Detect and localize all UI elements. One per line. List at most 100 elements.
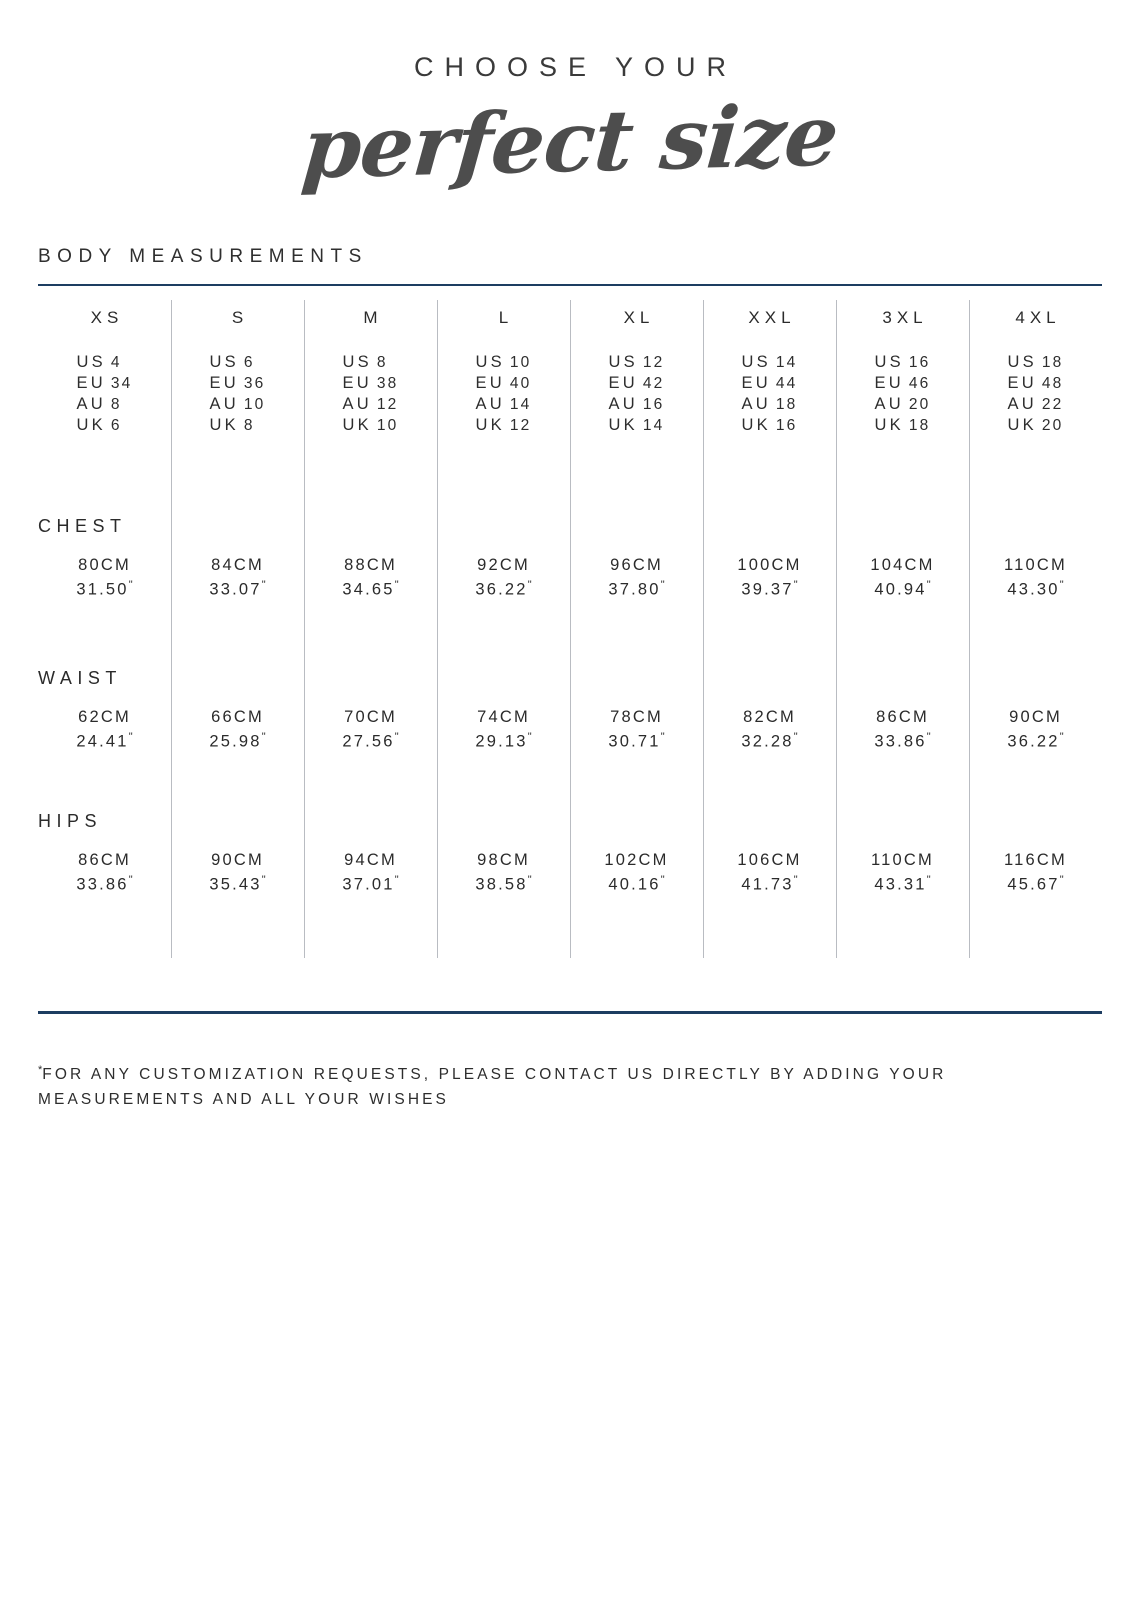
size-code-us: US 10 (476, 352, 532, 373)
measurement-inch: 36.22" (437, 579, 570, 600)
size-code-value: 38 (376, 374, 399, 392)
size-code-value: 46 (908, 374, 931, 392)
size-column-m[interactable]: M US 8 EU 38 AU 12 UK 10 88CM 34.65" 70CM 27.56" 94CM… (304, 286, 437, 958)
size-code-label: EU (475, 373, 505, 392)
size-code-label: EU (608, 373, 638, 392)
footnote: *FOR ANY CUSTOMIZATION REQUESTS, PLEASE … (38, 1058, 1048, 1112)
size-name: XXL (748, 307, 796, 327)
size-code-eu: EU 48 (1008, 373, 1064, 394)
size-column-xs[interactable]: XS US 4 EU 34 AU 8 UK 6 80CM 31.50" 62CM 24.41" 86CM 3… (38, 286, 171, 958)
measurement-inch: 24.41" (38, 731, 171, 752)
size-name: M (363, 307, 383, 327)
size-code-eu: EU 36 (210, 373, 266, 394)
measurement-inch: 33.86" (836, 731, 969, 752)
size-code-eu: EU 46 (875, 373, 931, 394)
size-code-label: UK (475, 415, 505, 434)
measurement-hips: 102CM 40.16" (570, 851, 703, 895)
size-code-uk: UK 20 (1008, 415, 1064, 436)
footnote-marker: * (38, 1063, 43, 1076)
measurement-cm: 96CM (610, 555, 663, 574)
size-code-value: 14 (642, 416, 665, 434)
measurement-inch: 30.71" (570, 731, 703, 752)
size-code-eu: EU 40 (476, 373, 532, 394)
size-code-label: US (209, 352, 239, 371)
measurement-inch: 34.65" (304, 579, 437, 600)
inch-mark-icon: " (261, 578, 266, 591)
size-code-value: 10 (376, 416, 399, 434)
measurement-cm: 94CM (344, 850, 397, 869)
size-code-value: 10 (509, 353, 532, 371)
size-code-uk: UK 8 (210, 415, 266, 436)
size-code-label: EU (209, 373, 239, 392)
inch-mark-icon: " (793, 730, 798, 743)
measurement-chest: 84CM 33.07" (171, 556, 304, 600)
size-name: 3XL (882, 307, 928, 327)
measurement-waist: 86CM 33.86" (836, 708, 969, 752)
size-code-au: AU 22 (1008, 394, 1064, 415)
measurement-inch: 35.43" (171, 874, 304, 895)
size-code-label: EU (874, 373, 904, 392)
size-code-label: AU (475, 394, 505, 413)
size-code-uk: UK 18 (875, 415, 931, 436)
size-code-list: US 4 EU 34 AU 8 UK 6 (77, 352, 133, 436)
size-code-us: US 12 (609, 352, 665, 373)
measurement-inch: 37.01" (304, 874, 437, 895)
size-code-list: US 10 EU 40 AU 14 UK 12 (476, 352, 532, 436)
inch-mark-icon: " (394, 873, 399, 886)
size-code-value: 8 (110, 395, 122, 413)
inch-mark-icon: " (527, 578, 532, 591)
size-column-l[interactable]: L US 10 EU 40 AU 14 UK 12 92CM 36.22" 74CM 29.13" 98C… (437, 286, 570, 958)
size-code-label: US (1007, 352, 1037, 371)
size-code-au: AU 18 (742, 394, 798, 415)
size-code-label: AU (608, 394, 638, 413)
size-column-s[interactable]: S US 6 EU 36 AU 10 UK 8 84CM 33.07" 66CM 25.98" 90CM 3… (171, 286, 304, 958)
measurement-cm: 84CM (211, 555, 264, 574)
measurement-inch: 29.13" (437, 731, 570, 752)
size-code-value: 4 (110, 353, 122, 371)
row-label-hips: HIPS (38, 810, 103, 831)
size-column-3xl[interactable]: 3XL US 16 EU 46 AU 20 UK 18 104CM 40.94" 86CM 33.86"… (836, 286, 969, 958)
measurement-cm: 86CM (78, 850, 131, 869)
size-code-label: AU (741, 394, 771, 413)
measurement-inch-value: 40.16 (608, 875, 661, 894)
table-bottom-rule (38, 1010, 1102, 1014)
size-code-label: US (475, 352, 505, 371)
size-code-value: 34 (110, 374, 133, 392)
size-name: 4XL (1015, 307, 1061, 327)
size-code-uk: UK 14 (609, 415, 665, 436)
size-column-xl[interactable]: XL US 12 EU 42 AU 16 UK 14 96CM 37.80" 78CM 30.71" 10… (570, 286, 703, 958)
measurement-inch-value: 41.73 (741, 875, 794, 894)
size-code-label: UK (342, 415, 372, 434)
measurement-waist: 90CM 36.22" (969, 708, 1102, 752)
measurement-inch-value: 31.50 (76, 580, 129, 599)
measurement-inch-value: 43.30 (1007, 580, 1060, 599)
measurement-waist: 70CM 27.56" (304, 708, 437, 752)
size-code-label: UK (209, 415, 239, 434)
measurement-cm: 82CM (743, 707, 796, 726)
size-code-au: AU 20 (875, 394, 931, 415)
measurement-cm: 110CM (871, 850, 934, 869)
size-code-value: 36 (243, 374, 266, 392)
measurement-chest: 104CM 40.94" (836, 556, 969, 600)
measurement-inch-value: 43.31 (874, 875, 927, 894)
measurement-chest: 88CM 34.65" (304, 556, 437, 600)
size-code-label: UK (1007, 415, 1037, 434)
size-code-value: 42 (642, 374, 665, 392)
size-code-au: AU 8 (77, 394, 133, 415)
header-script-title: perfect size (298, 85, 842, 198)
footnote-text: FOR ANY CUSTOMIZATION REQUESTS, PLEASE C… (38, 1065, 947, 1108)
size-column-xxl[interactable]: XXL US 14 EU 44 AU 18 UK 16 100CM 39.37" 82CM 32.28"… (703, 286, 836, 958)
size-column-4xl[interactable]: 4XL US 18 EU 48 AU 22 UK 20 110CM 43.30" 90CM 36.22"… (969, 286, 1102, 958)
size-code-list: US 14 EU 44 AU 18 UK 16 (742, 352, 798, 436)
measurement-inch: 43.31" (836, 874, 969, 895)
measurement-cm: 62CM (78, 707, 131, 726)
header-kicker: CHOOSE YOUR (413, 52, 738, 82)
inch-mark-icon: " (394, 730, 399, 743)
size-code-label: AU (342, 394, 372, 413)
size-code-value: 8 (376, 353, 388, 371)
size-code-list: US 16 EU 46 AU 20 UK 18 (875, 352, 931, 436)
size-code-us: US 6 (210, 352, 266, 373)
measurement-inch: 31.50" (38, 579, 171, 600)
size-code-value: 20 (908, 395, 931, 413)
size-code-label: EU (76, 373, 106, 392)
